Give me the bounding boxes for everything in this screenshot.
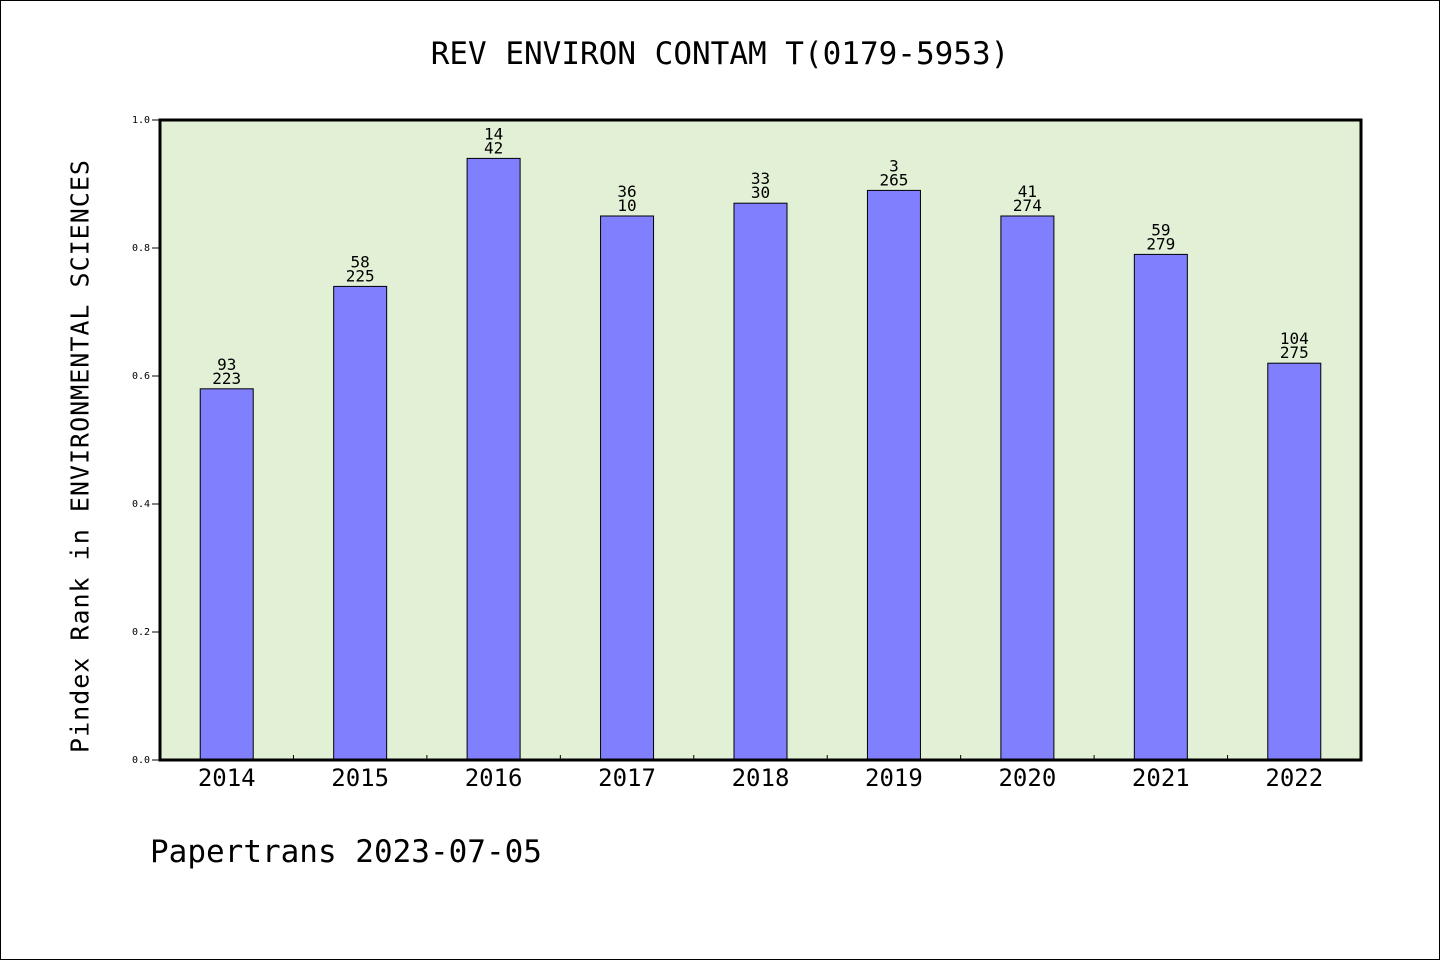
y-tick-label: 0.8 — [132, 243, 150, 254]
x-tick-label: 2021 — [1132, 764, 1190, 792]
bar-label-bottom: 275 — [1280, 343, 1309, 362]
bar-label-bottom: 42 — [484, 138, 503, 157]
bar-label-top: 36 — [617, 182, 636, 201]
bar-2017 — [600, 215, 655, 761]
bar-2016 — [466, 157, 521, 761]
y-tick-label: 0.6 — [132, 371, 150, 382]
plot-border — [158, 118, 1363, 762]
bar-2019 — [866, 189, 921, 761]
bar-2021 — [1133, 253, 1188, 761]
bar-label-bottom: 265 — [879, 170, 908, 189]
x-tick-label: 2017 — [598, 764, 656, 792]
footer-credit: Papertrans 2023-07-05 — [150, 834, 542, 870]
bar-2022 — [1267, 362, 1322, 761]
x-tick-label: 2015 — [331, 764, 389, 792]
bar-label-top: 33 — [751, 169, 770, 188]
y-tick-label: 1.0 — [132, 115, 150, 126]
bar-label-bottom: 30 — [751, 183, 770, 202]
bar-2020 — [1000, 215, 1055, 761]
x-tick-label: 2020 — [998, 764, 1056, 792]
bar-2014 — [199, 388, 254, 761]
x-tick-label: 2016 — [465, 764, 523, 792]
bar-label-top: 41 — [1018, 182, 1037, 201]
chart-title: REV ENVIRON CONTAM T(0179-5953) — [430, 36, 1010, 72]
x-tick-label: 2022 — [1265, 764, 1323, 792]
bar-label-top: 104 — [1280, 329, 1309, 348]
bar-label-top: 93 — [217, 355, 236, 374]
bar-label-bottom: 223 — [212, 369, 241, 388]
bar-label-top: 59 — [1151, 220, 1170, 239]
x-tick-label: 2014 — [198, 764, 256, 792]
y-tick-label: 0.0 — [132, 755, 150, 766]
bar-label-bottom: 225 — [346, 266, 375, 285]
bar-label-bottom: 274 — [1013, 196, 1042, 215]
x-tick-label: 2018 — [732, 764, 790, 792]
bar-label-top: 58 — [351, 252, 370, 271]
bar-2018 — [733, 202, 788, 761]
y-tick-label: 0.4 — [132, 499, 150, 510]
y-tick-label: 0.2 — [132, 627, 150, 638]
bar-label-top: 14 — [484, 124, 503, 143]
bar-label-top: 3 — [889, 156, 899, 175]
bar-label-bottom: 10 — [617, 196, 636, 215]
bar-2015 — [333, 285, 388, 761]
x-tick-label: 2019 — [865, 764, 923, 792]
bar-label-bottom: 279 — [1146, 234, 1175, 253]
